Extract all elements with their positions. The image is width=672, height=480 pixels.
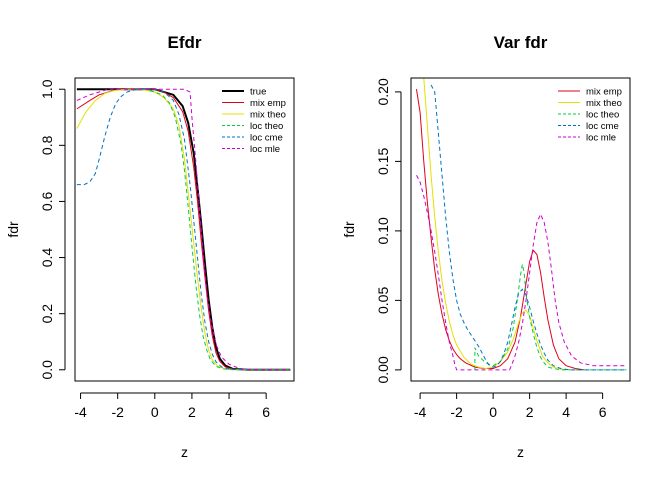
var-fdr-panel: Var fdr z fdr -4 -2 0 2 4 6 0.000.050.100.150… bbox=[341, 33, 631, 460]
efdr-panel: Efdr z fdr -4 -2 0 2 4 6 0.0 0.2 0.4 0.6 0.8 1.0 t… bbox=[5, 33, 295, 460]
legend-label: mix theo bbox=[586, 98, 622, 109]
x-axis-label: z bbox=[517, 444, 524, 460]
series-line-mix-emp bbox=[415, 89, 585, 371]
x-tick-label: -2 bbox=[450, 404, 463, 420]
plot-box bbox=[410, 77, 631, 382]
series-line-mix-theo bbox=[76, 88, 291, 371]
x-tick-label: 4 bbox=[225, 404, 233, 420]
plot-lines bbox=[415, 78, 627, 371]
y-tick-label: 0.00 bbox=[375, 356, 391, 383]
y-tick-label: 0.10 bbox=[375, 217, 391, 244]
y-tick-label: 0.4 bbox=[39, 248, 55, 268]
chart-title: Var fdr bbox=[494, 33, 548, 52]
plot-lines bbox=[76, 88, 291, 371]
legend-label: loc theo bbox=[250, 121, 283, 132]
y-tick-label: 0.6 bbox=[39, 192, 55, 212]
x-tick-label: -4 bbox=[74, 404, 87, 420]
x-axis-label: z bbox=[181, 444, 188, 460]
legend-label: mix emp bbox=[586, 87, 622, 98]
y-tick-label: 1.0 bbox=[39, 79, 55, 99]
y-tick-label: 0.15 bbox=[375, 148, 391, 175]
x-tick-label: -2 bbox=[111, 404, 124, 420]
y-axis-label: fdr bbox=[341, 221, 357, 238]
chart-title: Efdr bbox=[168, 33, 202, 52]
legend-label: loc mle bbox=[250, 144, 280, 155]
y-axis-label: fdr bbox=[5, 221, 21, 238]
plot-box bbox=[74, 77, 295, 382]
y-tick-label: 0.0 bbox=[39, 360, 55, 380]
x-tick-label: 2 bbox=[188, 404, 196, 420]
x-tick-label: 4 bbox=[562, 404, 570, 420]
legend-label: true bbox=[250, 87, 266, 98]
legend-label: mix theo bbox=[250, 110, 286, 121]
legend-label: loc mle bbox=[586, 133, 616, 144]
x-axis: -4 -2 0 2 4 6 bbox=[74, 392, 270, 420]
y-axis: 0.00 0.05 0.10 0.15 0.20 bbox=[375, 78, 402, 384]
y-tick-label: 0.8 bbox=[39, 135, 55, 155]
legend-label: mix emp bbox=[250, 98, 286, 109]
x-axis: -4 -2 0 2 4 6 bbox=[414, 392, 607, 420]
series-line-loc-theo bbox=[474, 264, 627, 371]
x-tick-label: 2 bbox=[526, 404, 534, 420]
y-tick-label: 0.05 bbox=[375, 287, 391, 314]
x-tick-label: 0 bbox=[151, 404, 159, 420]
x-tick-label: 6 bbox=[599, 404, 607, 420]
y-axis: 0.0 0.2 0.4 0.6 0.8 1.0 bbox=[39, 79, 66, 380]
y-tick-label: 0.20 bbox=[375, 78, 391, 105]
x-tick-label: -4 bbox=[414, 404, 427, 420]
legend-label: loc cme bbox=[250, 133, 283, 144]
x-tick-label: 6 bbox=[262, 404, 270, 420]
series-line-loc-cme bbox=[76, 88, 291, 371]
series-line-loc-cme bbox=[430, 84, 627, 371]
legend-label: loc cme bbox=[586, 121, 619, 132]
series-line-loc-mle bbox=[76, 88, 291, 371]
y-tick-label: 0.2 bbox=[39, 304, 55, 324]
legend-label: loc theo bbox=[586, 110, 619, 121]
series-line-loc-mle bbox=[416, 175, 627, 371]
series-line-loc-theo bbox=[136, 88, 291, 371]
x-tick-label: 0 bbox=[489, 404, 497, 420]
series-line-mix-theo bbox=[423, 78, 570, 371]
